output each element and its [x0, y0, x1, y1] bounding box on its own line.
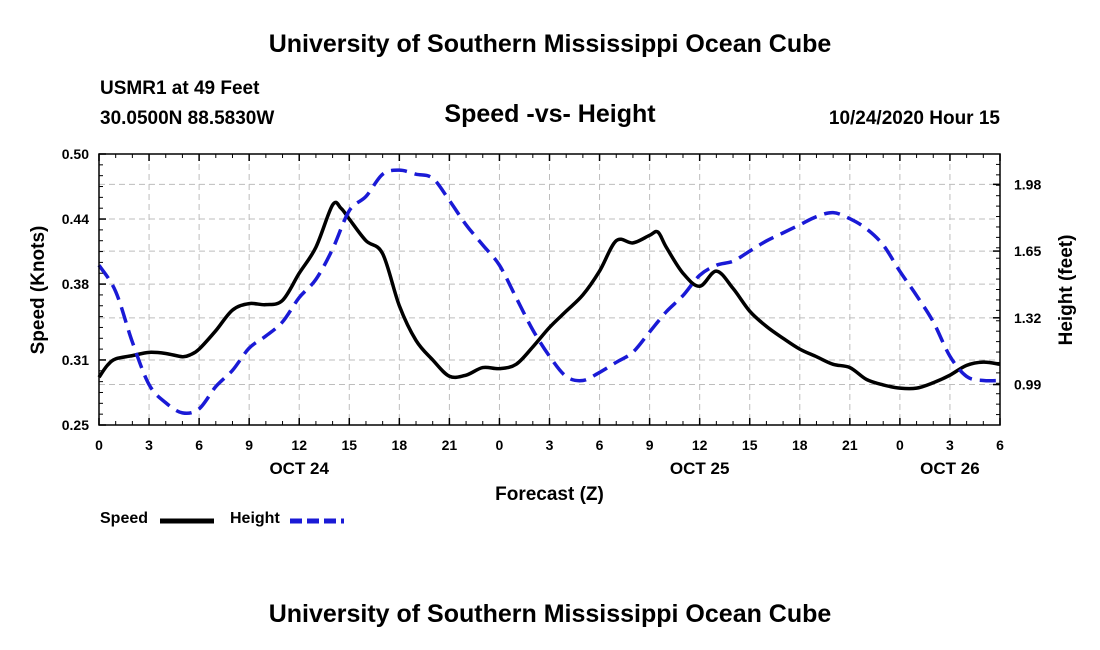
x-tick-label: 12: [692, 437, 708, 453]
speed-height-chart: 0 3 6 9 12 15 18 21 0 3 6 9 12 15 18 21 0 3 6 OCT 24 OCT 25 O…: [28, 146, 1077, 505]
y-tick-label: 0.31: [62, 352, 89, 368]
legend-speed-label: Speed: [100, 510, 149, 527]
station-label: USMR1 at 49 Feet: [100, 78, 260, 99]
y2-tick-label: 1.32: [1014, 310, 1041, 326]
x-tick-label: 12: [291, 437, 307, 453]
legend-height-label: Height: [230, 510, 280, 527]
x-tick-label: 3: [145, 437, 153, 453]
y2-tick-label: 1.98: [1014, 176, 1041, 192]
y-tick-label: 0.44: [62, 211, 89, 227]
chart-title: Speed -vs- Height: [444, 100, 656, 128]
x-tick-label: 0: [896, 437, 904, 453]
legend-height-swatch: [290, 518, 344, 524]
x-tick-label: 15: [742, 437, 758, 453]
y2-axis-label: Height (feet): [1056, 235, 1077, 346]
datetime-label: 10/24/2020 Hour 15: [828, 108, 1000, 129]
y-axis-label: Speed (Knots): [28, 226, 49, 355]
y-tick-label: 0.38: [62, 276, 89, 292]
date-label: OCT 25: [670, 459, 730, 478]
y-tick-label: 0.50: [62, 146, 89, 162]
x-tick-label: 18: [792, 437, 808, 453]
x-tick-label: 18: [392, 437, 408, 453]
height-series-line: [97, 168, 1001, 416]
x-tick-label: 9: [646, 437, 654, 453]
page-title: University of Southern Mississippi Ocean…: [268, 30, 832, 58]
x-tick-label: 3: [946, 437, 954, 453]
grid-layer: [99, 154, 1000, 425]
series-layer: [97, 168, 1001, 416]
x-tick-label: 21: [442, 437, 458, 453]
x-tick-label: 0: [95, 437, 103, 453]
legend-speed-swatch: [160, 518, 214, 524]
x-tick-label: 6: [195, 437, 203, 453]
x-tick-label: 3: [546, 437, 554, 453]
x-tick-label: 9: [245, 437, 253, 453]
x-tick-label: 6: [996, 437, 1004, 453]
y2-tick-label: 1.65: [1014, 243, 1041, 259]
x-tick-label: 15: [341, 437, 357, 453]
x-tick-label: 6: [596, 437, 604, 453]
speed-series-line: [97, 200, 1001, 391]
x-tick-label: 21: [842, 437, 858, 453]
y2-tick-label: 0.99: [1014, 377, 1041, 393]
coordinates-label: 30.0500N 88.5830W: [100, 108, 275, 129]
x-axis-label: Forecast (Z): [495, 484, 604, 505]
x-tick-label: 0: [496, 437, 504, 453]
date-label: OCT 26: [920, 459, 980, 478]
y-tick-label: 0.25: [62, 417, 89, 433]
date-label: OCT 24: [269, 459, 329, 478]
axis-layer: 0 3 6 9 12 15 18 21 0 3 6 9 12 15 18 21 0 3 6 OCT 24 OCT 25 O…: [62, 146, 1042, 478]
footer-title: University of Southern Mississippi Ocean…: [268, 600, 832, 628]
